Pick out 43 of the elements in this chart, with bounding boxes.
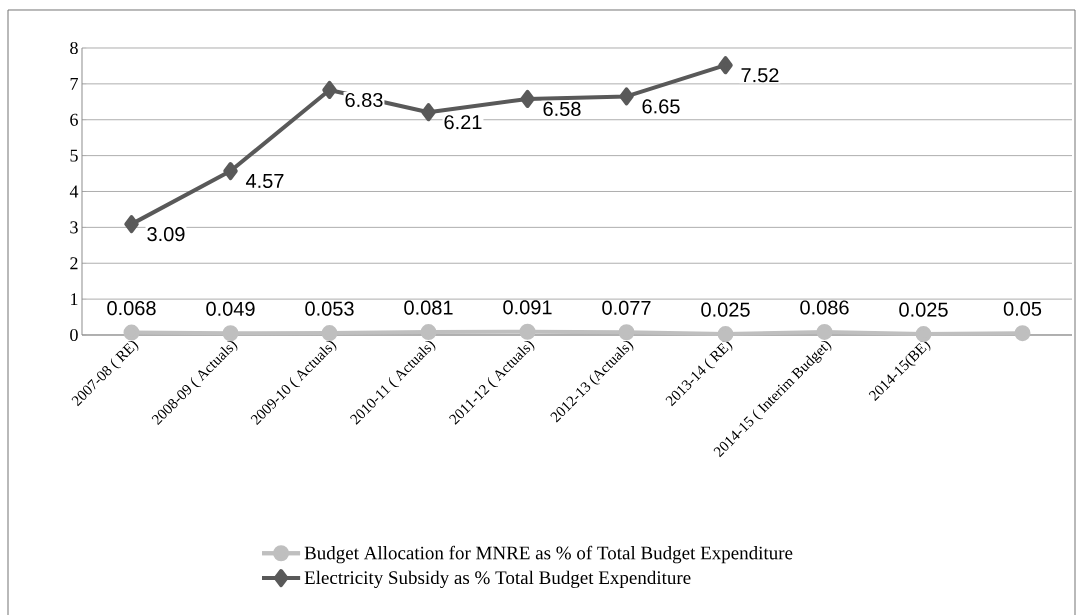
- y-tick-label: 5: [70, 149, 78, 162]
- data-label: 0.05: [1003, 301, 1042, 316]
- data-label: 6.65: [642, 99, 680, 114]
- point: [223, 162, 238, 181]
- data-label: 0.053: [305, 301, 354, 316]
- point: [321, 325, 338, 342]
- y-tick-label: 3: [70, 221, 78, 234]
- point: [618, 324, 635, 341]
- data-label: 3.09: [147, 227, 185, 242]
- data-label: 4.57: [245, 174, 284, 189]
- y-tick-label: 7: [70, 77, 78, 90]
- data-label: 6.58: [543, 101, 581, 117]
- data-label: 7.52: [741, 68, 779, 83]
- legend-label: Budget Allocation for MNRE as % of Total Budget Expenditure: [304, 545, 793, 564]
- y-tick-label: 4: [69, 185, 79, 198]
- point: [421, 103, 436, 122]
- y-tick-label: 6: [70, 113, 78, 126]
- data-label: 0.091: [503, 300, 552, 315]
- point: [519, 323, 536, 340]
- point: [123, 324, 140, 341]
- data-label: 6.83: [345, 92, 383, 108]
- data-label: 0.086: [800, 300, 849, 315]
- data-label: 0.049: [206, 301, 255, 316]
- y-tick-label: 2: [70, 257, 78, 270]
- data-label: 0.081: [404, 300, 453, 315]
- point: [619, 87, 634, 106]
- data-label: 0.077: [602, 300, 651, 315]
- point: [222, 325, 239, 342]
- y-tick-label: 8: [70, 41, 78, 55]
- point: [420, 324, 437, 341]
- point: [322, 80, 337, 99]
- point: [1014, 325, 1031, 342]
- data-label: 0.025: [899, 302, 948, 317]
- data-label: 6.21: [444, 115, 482, 130]
- point: [718, 56, 733, 75]
- point: [124, 215, 139, 234]
- point: [520, 89, 535, 108]
- y-tick-label: 1: [71, 293, 78, 306]
- legend-label: Electricity Subsidy as % Total Budget Expenditure: [304, 570, 691, 588]
- point: [816, 323, 833, 340]
- data-label: 0.025: [701, 302, 750, 317]
- data-label: 0.068: [107, 301, 156, 316]
- y-tick-label: 0: [70, 328, 78, 342]
